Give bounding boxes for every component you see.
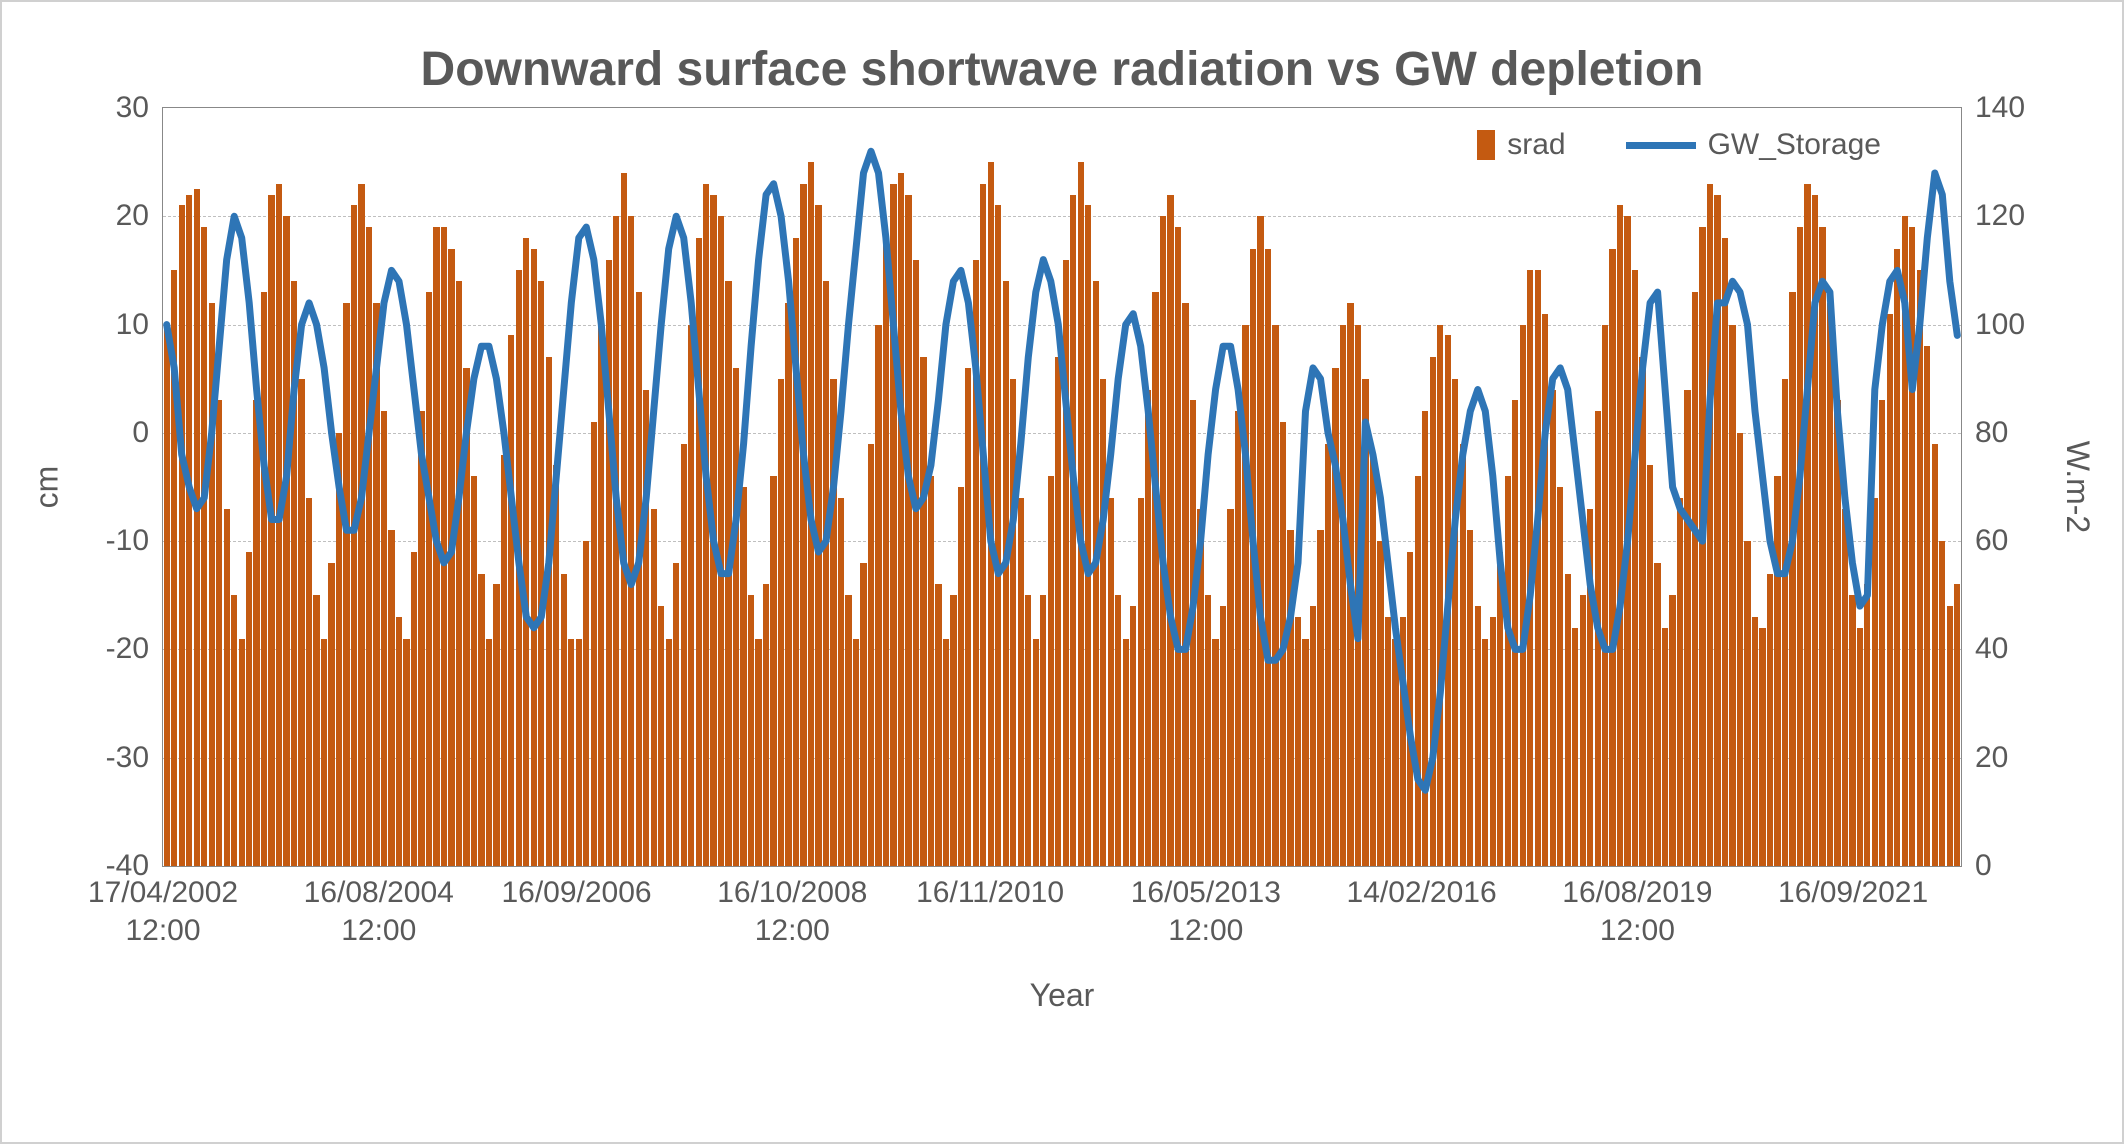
chart-title: Downward surface shortwave radiation vs … xyxy=(32,42,2092,97)
y2-tick-label: 20 xyxy=(1961,741,2008,775)
y2-tick-label: 0 xyxy=(1961,849,1992,883)
y2-tick-label: 100 xyxy=(1961,308,2025,342)
x-tick-label: 16/09/2006 xyxy=(501,866,651,912)
plot-area: srad GW_Storage -400-3020-2040-106008010… xyxy=(162,107,1962,867)
y1-tick-label: 20 xyxy=(116,199,163,233)
y2-axis-label: W.m-2 xyxy=(2059,441,2096,533)
line-series xyxy=(163,108,1961,866)
y2-tick-label: 140 xyxy=(1961,91,2025,125)
y2-tick-label: 120 xyxy=(1961,199,2025,233)
x-tick-label: 16/11/2010 xyxy=(916,866,1064,912)
x-tick-label: 16/08/201912:00 xyxy=(1562,866,1712,949)
y2-tick-label: 40 xyxy=(1961,632,2008,666)
x-tick-label: 16/05/201312:00 xyxy=(1131,866,1281,949)
y1-tick-label: 10 xyxy=(116,308,163,342)
y1-tick-label: 30 xyxy=(116,91,163,125)
y1-tick-label: 0 xyxy=(132,416,163,450)
y2-tick-label: 80 xyxy=(1961,416,2008,450)
x-tick-label: 16/09/2021 xyxy=(1778,866,1928,912)
y2-tick-label: 60 xyxy=(1961,524,2008,558)
x-tick-label: 16/10/200812:00 xyxy=(717,866,867,949)
x-tick-label: 17/04/200212:00 xyxy=(88,866,238,949)
y1-tick-label: -30 xyxy=(106,741,163,775)
x-tick-label: 16/08/200412:00 xyxy=(304,866,454,949)
x-tick-label: 14/02/2016 xyxy=(1347,866,1497,912)
y1-tick-label: -20 xyxy=(106,632,163,666)
chart-container: Downward surface shortwave radiation vs … xyxy=(0,0,2124,1144)
plot-rect: srad GW_Storage -400-3020-2040-106008010… xyxy=(162,107,1962,867)
y1-axis-label: cm xyxy=(29,466,66,509)
x-axis-label: Year xyxy=(1030,977,1095,1014)
y1-tick-label: -10 xyxy=(106,524,163,558)
